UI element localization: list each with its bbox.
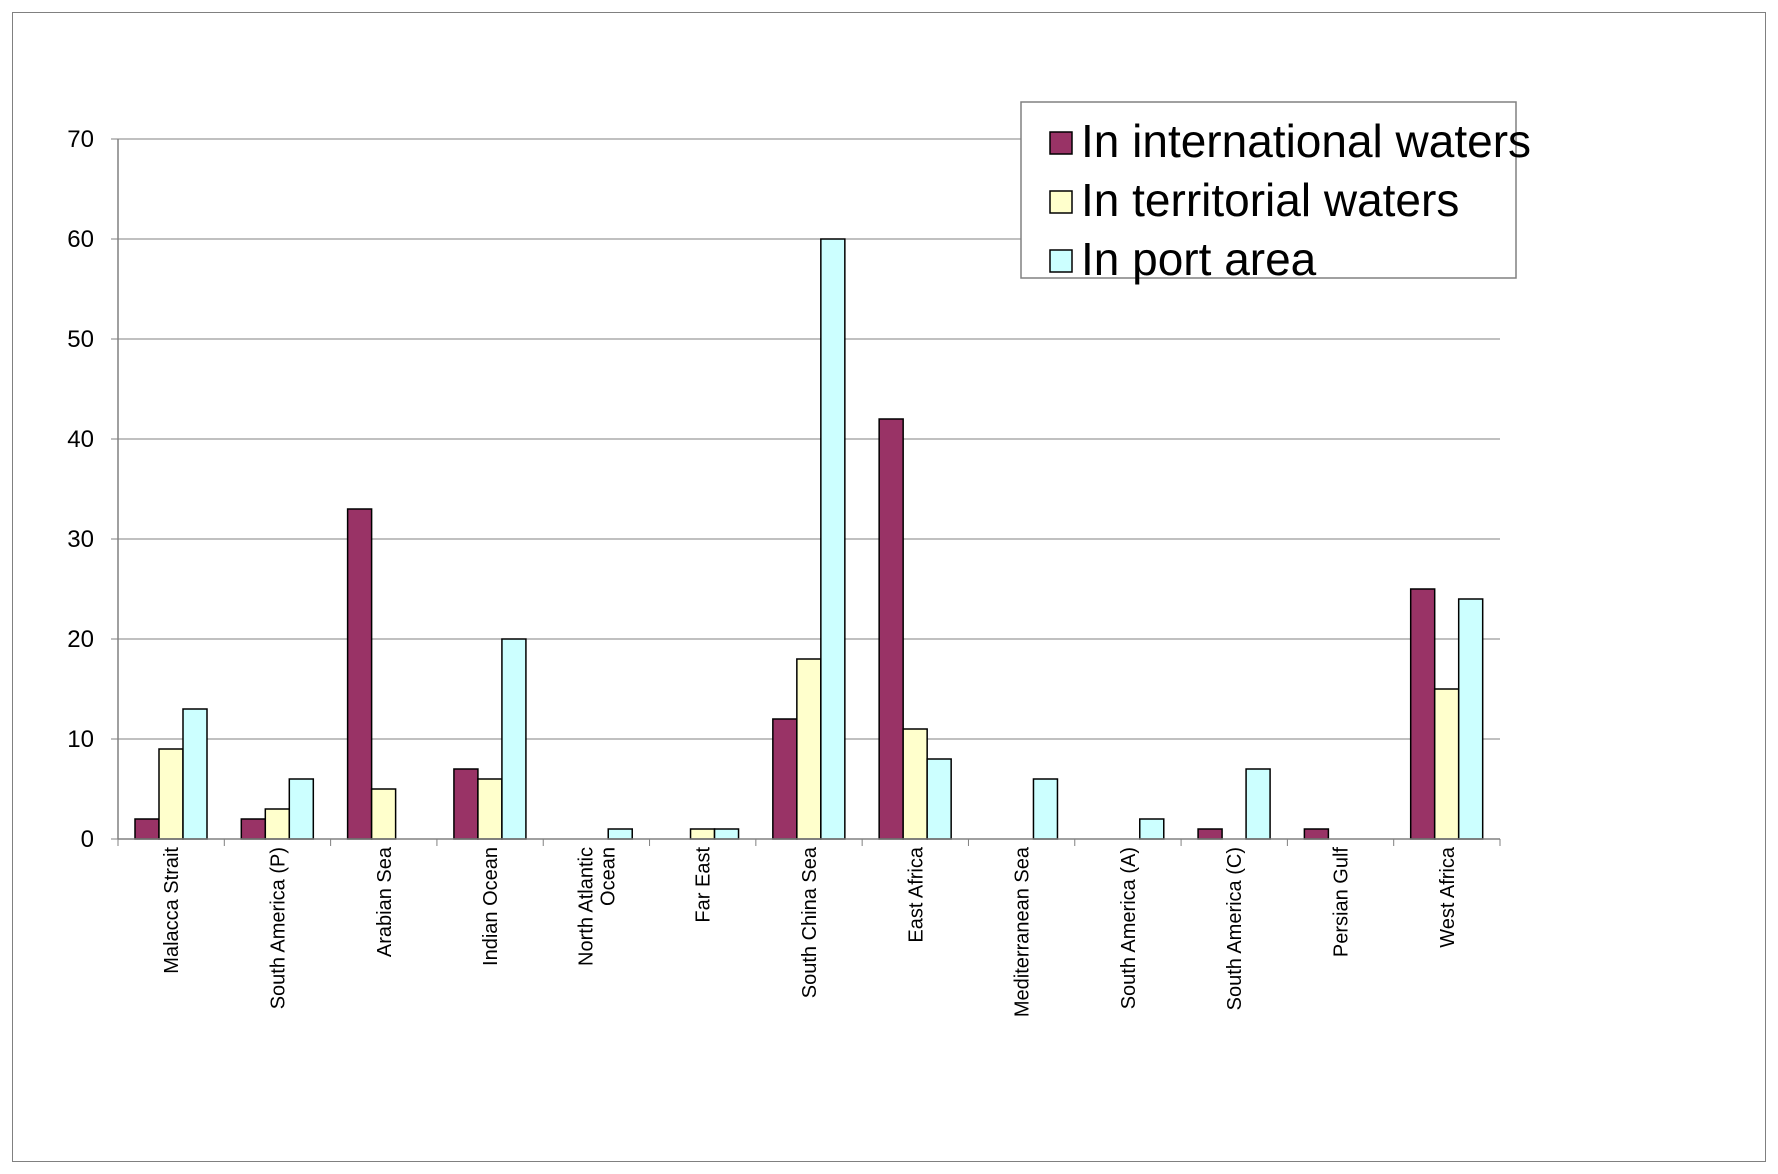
bar — [878, 418, 904, 840]
bar — [1409, 588, 1436, 840]
x-category-label: South America (A) — [1118, 847, 1140, 1009]
bar — [288, 778, 315, 840]
x-category-label: Indian Ocean — [480, 847, 502, 966]
x-category-label: East Africa — [905, 846, 927, 942]
x-category-label: West Africa — [1437, 846, 1459, 948]
bar — [370, 788, 397, 840]
y-tick-label: 60 — [67, 226, 94, 253]
y-tick-label: 30 — [67, 526, 94, 553]
legend: In international waters In territorial wa… — [1020, 101, 1531, 285]
chart-frame: 0 10 20 30 40 50 60 70 Malacca Strait South Ameri… — [12, 12, 1766, 1162]
legend-label: In international waters — [1081, 115, 1531, 167]
legend-swatch — [1049, 249, 1073, 273]
bar — [477, 778, 503, 840]
bar — [772, 718, 798, 840]
x-category-label: Ocean — [597, 847, 619, 906]
bar — [1197, 828, 1223, 840]
bar — [1303, 828, 1330, 840]
x-category-label: Far East — [693, 847, 715, 923]
legend-swatch — [1049, 190, 1073, 214]
bar — [1032, 778, 1059, 840]
bar — [607, 828, 633, 840]
bar — [264, 808, 291, 840]
bar — [182, 708, 208, 840]
legend-label: In port area — [1081, 233, 1317, 285]
bar — [158, 748, 184, 840]
x-category-label: North Atlantic — [575, 847, 597, 966]
x-category-label: Persian Gulf — [1331, 847, 1353, 957]
bar — [501, 638, 527, 840]
bar — [1433, 688, 1460, 840]
x-category-label: Malacca Strait — [161, 847, 183, 974]
x-category-label: Arabian Sea — [374, 846, 396, 957]
bar — [240, 818, 267, 840]
y-tick-label: 40 — [67, 426, 94, 453]
bar — [134, 818, 160, 840]
bar — [1457, 598, 1484, 840]
bar — [689, 828, 716, 840]
bar-chart: 0 10 20 30 40 50 60 70 Malacca Strait South Ameri… — [67, 101, 1531, 1017]
bar — [1245, 768, 1271, 840]
bar — [453, 768, 479, 840]
bar — [902, 728, 928, 840]
legend-swatch — [1049, 131, 1073, 155]
x-category-label: South America (P) — [267, 847, 289, 1009]
x-category-label: South China Sea — [799, 846, 821, 998]
bar — [926, 758, 952, 840]
legend-label: In territorial waters — [1081, 174, 1459, 226]
x-category-label: Mediterranean Sea — [1012, 846, 1034, 1017]
bar — [820, 238, 846, 840]
bar — [796, 658, 822, 840]
y-tick-label: 70 — [67, 126, 94, 153]
y-tick-label: 50 — [67, 326, 94, 353]
x-category-label: South America (C) — [1224, 847, 1246, 1010]
legend-box — [1020, 101, 1517, 279]
axes: 0 10 20 30 40 50 60 70 Malacca Strait South Ameri… — [67, 126, 1501, 1017]
y-tick-label: 0 — [81, 826, 94, 853]
y-tick-label: 10 — [67, 726, 94, 753]
bar — [346, 508, 373, 840]
y-tick-label: 20 — [67, 626, 94, 653]
bar — [1139, 818, 1165, 840]
bar — [713, 828, 740, 840]
bars — [134, 238, 1484, 840]
